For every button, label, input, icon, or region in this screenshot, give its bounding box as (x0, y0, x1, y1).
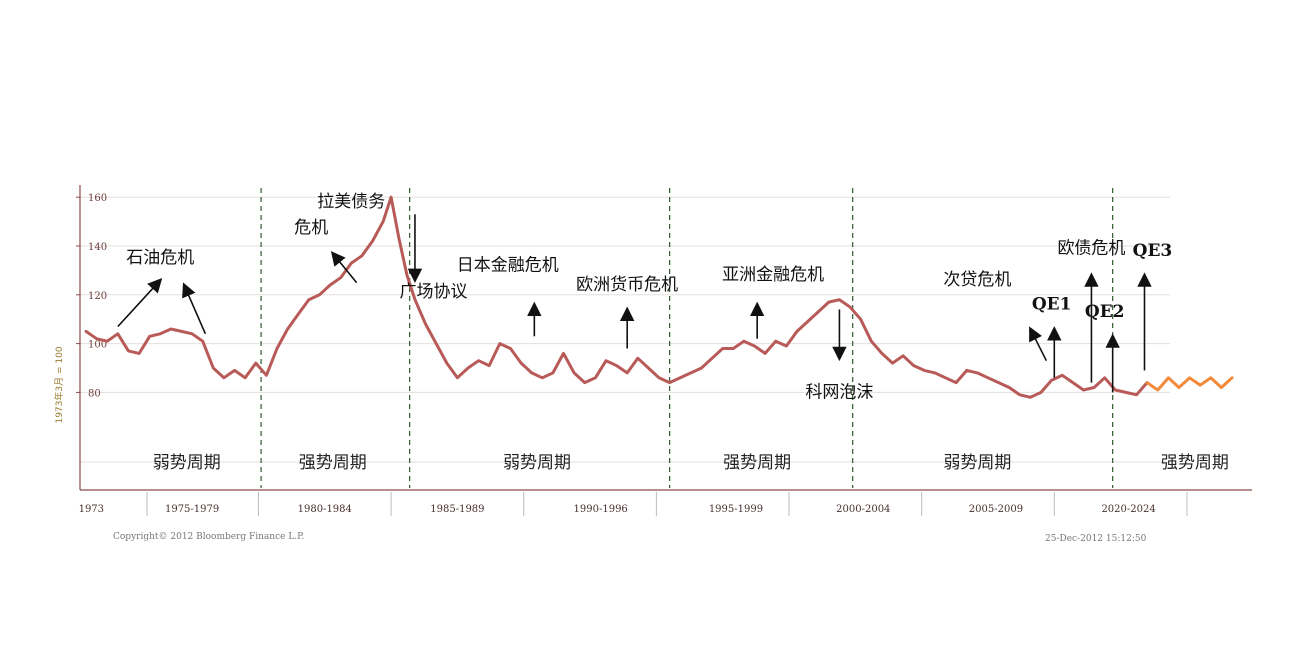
annotation-arrow (117, 278, 163, 328)
y-axis-label: 1973年3月 = 100 (53, 346, 65, 423)
annotation-label: 欧债危机 (1057, 238, 1125, 258)
period-label: 1995-1999 (709, 504, 763, 515)
annotation-label: 次贷危机 (943, 270, 1011, 290)
phase-label: 强势周期 (299, 453, 367, 473)
phase-label: 强势周期 (723, 453, 791, 473)
phase-label: 弱势周期 (153, 453, 221, 473)
y-ticks: 80 100 120 140 160 (76, 193, 107, 399)
phase-label: 强势周期 (1161, 453, 1229, 473)
y-tick-label: 100 (88, 340, 107, 351)
period-label: 2000-2004 (836, 504, 890, 515)
period-label: 1980-1984 (298, 504, 352, 515)
series (84, 195, 1234, 399)
phase-label: 弱势周期 (503, 453, 571, 473)
annotation-arrow (1029, 326, 1048, 362)
annotation-label: QE1 (1032, 294, 1072, 314)
annotation-label: 科网泡沫 (805, 382, 873, 402)
phase-label: 弱势周期 (943, 453, 1011, 473)
annotation-arrow (182, 282, 207, 335)
annotation-label: 亚洲金融危机 (722, 265, 824, 285)
phase-labels: 弱势周期 强势周期 弱势周期 强势周期 弱势周期 强势周期 (153, 453, 1229, 473)
y-tick-label: 120 (88, 291, 107, 302)
period-label: 2005-2009 (969, 504, 1023, 515)
period-dividers (146, 492, 1188, 516)
copyright-text: Copyright© 2012 Bloomberg Finance L.P. (113, 532, 304, 542)
cycle-boundaries (260, 188, 1114, 488)
period-label: 1990-1996 (574, 504, 628, 515)
axes (79, 185, 1252, 491)
period-label: 1973 (79, 504, 104, 515)
y-tick-label: 140 (88, 242, 107, 253)
y-tick-label: 160 (88, 193, 107, 204)
annotation-arrow (330, 251, 358, 284)
annotation-label: 石油危机 (126, 248, 194, 268)
annotation-label: QE3 (1133, 241, 1173, 261)
annotation-label: 欧洲货币危机 (576, 275, 678, 295)
annotation-label: 拉美债务 (317, 192, 385, 212)
series-line-1 (84, 195, 1149, 399)
period-labels: 1973 1975-1979 1980-1984 1985-1989 1990-1996… (79, 504, 1156, 515)
grid (80, 196, 1170, 463)
period-label: 1985-1989 (430, 504, 484, 515)
period-label: 1975-1979 (165, 504, 219, 515)
annotation-label: 日本金融危机 (457, 255, 559, 275)
timestamp-text: 25-Dec-2012 15:12:50 (1045, 534, 1147, 544)
y-tick-label: 80 (88, 388, 101, 399)
series-line-2 (1145, 376, 1234, 392)
period-label: 2020-2024 (1101, 504, 1155, 515)
annotation-label: QE2 (1085, 302, 1125, 322)
annotation-label: 广场协议 (400, 282, 468, 302)
annotation-label: 危机 (294, 218, 328, 238)
